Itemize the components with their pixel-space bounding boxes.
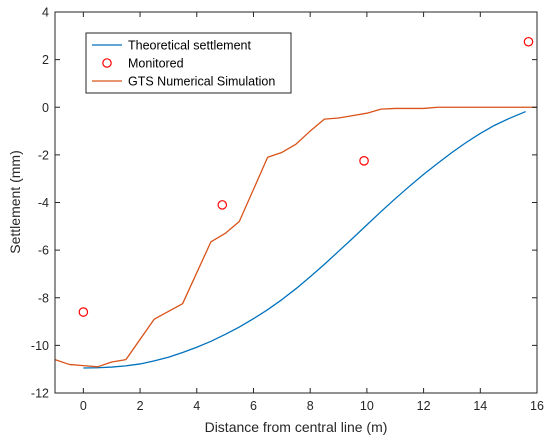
legend-label-monitored: Monitored bbox=[128, 57, 184, 71]
data-point-monitored bbox=[359, 156, 369, 166]
series-layer bbox=[54, 36, 537, 369]
x-tick-label: 2 bbox=[137, 399, 144, 413]
y-tick-label: 0 bbox=[42, 101, 49, 115]
x-tick-label: 12 bbox=[417, 399, 431, 413]
y-tick-label: -6 bbox=[38, 244, 49, 258]
x-tick-label: 8 bbox=[307, 399, 314, 413]
legend-swatch-monitored bbox=[102, 58, 112, 68]
x-tick-label: 10 bbox=[360, 399, 374, 413]
y-tick-label: -4 bbox=[38, 196, 49, 210]
legend-label-theoretical-settlement: Theoretical settlement bbox=[128, 39, 252, 53]
y-tick-label: -2 bbox=[38, 148, 49, 162]
y-tick-label: -10 bbox=[31, 339, 49, 353]
x-tick-label: 0 bbox=[80, 399, 87, 413]
data-point-monitored bbox=[217, 200, 228, 210]
y-axis-label: Settlement (mm) bbox=[7, 150, 23, 253]
legend-label-gts-numerical-simulation: GTS Numerical Simulation bbox=[128, 75, 275, 89]
x-tick-label: 4 bbox=[193, 399, 200, 413]
series-line-gts-numerical-simulation bbox=[54, 106, 537, 368]
x-tick-label: 6 bbox=[250, 399, 257, 413]
data-point-monitored bbox=[78, 307, 89, 317]
x-tick-label: 16 bbox=[530, 399, 544, 413]
data-point-monitored bbox=[523, 36, 534, 47]
y-tick-label: 4 bbox=[42, 6, 49, 20]
x-axis-label: Distance from central line (m) bbox=[205, 419, 388, 435]
legend-box bbox=[85, 32, 292, 94]
y-tick-label: -8 bbox=[38, 291, 49, 305]
x-tick-label: 14 bbox=[473, 399, 487, 413]
y-tick-label: -12 bbox=[31, 387, 49, 401]
y-tick-label: 2 bbox=[42, 53, 49, 67]
legend: Theoretical settlement Monitored GTS Numer… bbox=[85, 32, 292, 94]
series-line-theoretical-settlement bbox=[83, 110, 526, 369]
ticks-layer: 0 2 4 6 8 10 12 14 16 4 2 0 -2 -4 -6 -8 -10 -12 bbox=[31, 6, 544, 414]
